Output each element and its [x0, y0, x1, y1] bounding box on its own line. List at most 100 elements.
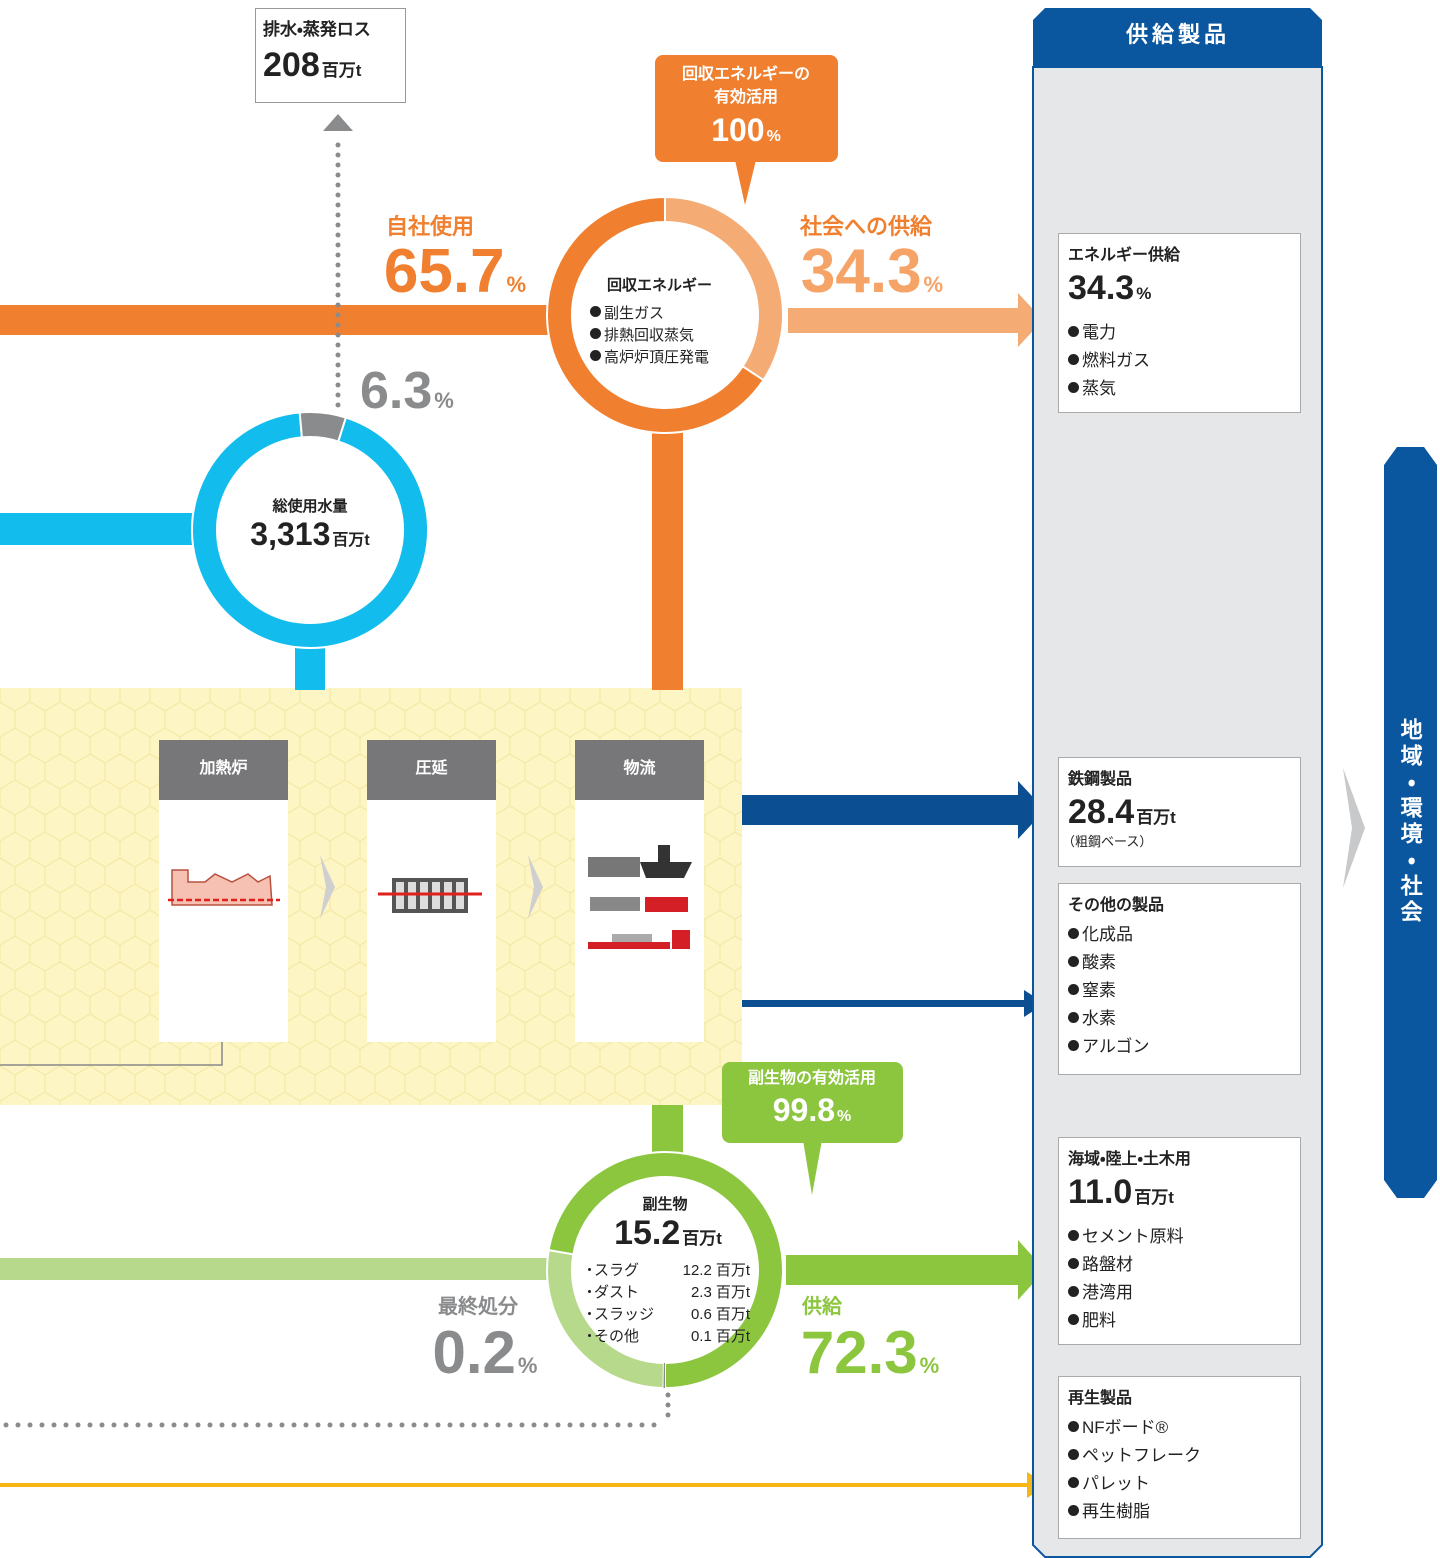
product-box-value-unit: 百万t — [1134, 1188, 1174, 1208]
product-item: 路盤材 — [1068, 1255, 1133, 1275]
disposal-dot — [616, 1423, 621, 1428]
product-item: 電力 — [1068, 323, 1116, 343]
bullet — [588, 1290, 591, 1293]
disposal-dot — [568, 1423, 573, 1428]
energy-vertical-flow — [652, 430, 683, 690]
energy-self-flow — [0, 305, 550, 335]
bullet — [1068, 1286, 1079, 1297]
disposal-dot — [352, 1423, 357, 1428]
breakdown-amount: 0.6百万t — [691, 1306, 750, 1323]
breakdown-value: 12.2 — [683, 1262, 712, 1279]
product-box-value-unit: % — [1136, 284, 1151, 304]
water-total: 3,313百万t — [250, 516, 369, 553]
disposal-dot — [112, 1423, 117, 1428]
disposal-dot — [148, 1423, 153, 1428]
disposal-dot — [304, 1423, 309, 1428]
loss-amount-value: 208 — [263, 46, 320, 85]
loss-dot — [336, 403, 341, 408]
truck-load — [612, 934, 652, 942]
energy-item-text: 副生ガス — [604, 305, 664, 322]
disposal-dot — [666, 1413, 671, 1418]
disposal-dot — [520, 1423, 525, 1428]
byproduct-callout-value: 99.8% — [773, 1092, 852, 1129]
byproduct-title: 副生物 — [642, 1196, 687, 1213]
bullet — [1068, 928, 1079, 939]
loss-dot — [336, 143, 341, 148]
truck-cab — [672, 930, 690, 949]
energy-item: 排熱回収蒸気 — [590, 327, 694, 344]
loss-label: 排水・蒸発ロス — [263, 20, 371, 40]
product-item-text: 電力 — [1082, 323, 1116, 342]
product-box-title: その他の製品 — [1068, 897, 1164, 915]
loss-dot — [336, 323, 341, 328]
disposal-dot — [256, 1423, 261, 1428]
product-box-value-value: 34.3 — [1068, 269, 1134, 308]
process-step: 圧延 — [415, 760, 447, 778]
steel-flow — [742, 795, 1020, 825]
loss-dot — [336, 183, 341, 188]
disposal-dot — [124, 1423, 129, 1428]
loss-dot — [336, 153, 341, 158]
loss-dot — [336, 163, 341, 168]
product-item: 蒸気 — [1068, 379, 1116, 399]
loss-dot — [336, 353, 341, 358]
loss-dot — [336, 283, 341, 288]
product-box-value-value: 28.4 — [1068, 793, 1134, 832]
disposal-dot — [556, 1423, 561, 1428]
products-title: 供給製品 — [1126, 22, 1230, 47]
loss-dot — [336, 203, 341, 208]
society-value-unit: % — [924, 272, 944, 297]
energy-callout-pointer — [735, 160, 756, 205]
disposal-dot — [472, 1423, 477, 1428]
loco-icon — [645, 897, 688, 912]
bullet — [590, 306, 601, 317]
product-item: 酸素 — [1068, 953, 1116, 973]
energy-callout-value-value: 100 — [711, 112, 764, 149]
product-item: 水素 — [1068, 1009, 1116, 1029]
energy-callout-line: 回収エネルギーの — [682, 66, 810, 84]
disposal-dot — [172, 1423, 177, 1428]
bullet — [1068, 1230, 1079, 1241]
disposal-dot — [88, 1423, 93, 1428]
bullet — [588, 1334, 591, 1337]
process-step: 物流 — [623, 760, 655, 778]
byproduct-supply-flow — [786, 1255, 1020, 1285]
disposal-dot — [316, 1423, 321, 1428]
disposal-dot — [16, 1423, 21, 1428]
disposal-dot — [340, 1423, 345, 1428]
loss-dot — [336, 363, 341, 368]
breakdown-name: ダスト — [588, 1284, 639, 1301]
product-box-value: 28.4百万t — [1068, 793, 1176, 832]
disposal-dot — [328, 1423, 333, 1428]
loss-dot — [336, 263, 341, 268]
water-loss-share: 6.3% — [360, 362, 454, 422]
product-item: 港湾用 — [1068, 1283, 1133, 1303]
energy-item: 副生ガス — [590, 305, 664, 322]
product-item-text: 化成品 — [1082, 925, 1133, 944]
self-use-value-unit: % — [507, 272, 527, 297]
product-item-text: 酸素 — [1082, 953, 1116, 972]
loss-dot — [336, 383, 341, 388]
product-item-text: 港湾用 — [1082, 1283, 1133, 1302]
product-item-text: 路盤材 — [1082, 1255, 1133, 1274]
water-inflow — [0, 513, 194, 545]
society-value: 34.3% — [801, 236, 943, 307]
product-item: パレット — [1068, 1474, 1150, 1494]
product-item-text: アルゴン — [1082, 1037, 1150, 1056]
product-box-title: 海域・陸上・土木用 — [1068, 1151, 1191, 1169]
warehouse-icon — [588, 857, 640, 877]
breakdown-amount: 0.1百万t — [691, 1328, 750, 1345]
process-step: 加熱炉 — [199, 760, 247, 778]
bullet — [588, 1268, 591, 1271]
disposal-dot — [364, 1423, 369, 1428]
breakdown-unit: 百万t — [716, 1328, 750, 1345]
water-total-value: 3,313 — [250, 516, 330, 553]
product-item-text: 蒸気 — [1082, 379, 1116, 398]
disposal-dot — [64, 1423, 69, 1428]
disposal-dot — [52, 1423, 57, 1428]
energy-item-text: 高炉炉頂圧発電 — [604, 349, 709, 366]
disposal-dot — [292, 1423, 297, 1428]
disposal-dot — [196, 1423, 201, 1428]
